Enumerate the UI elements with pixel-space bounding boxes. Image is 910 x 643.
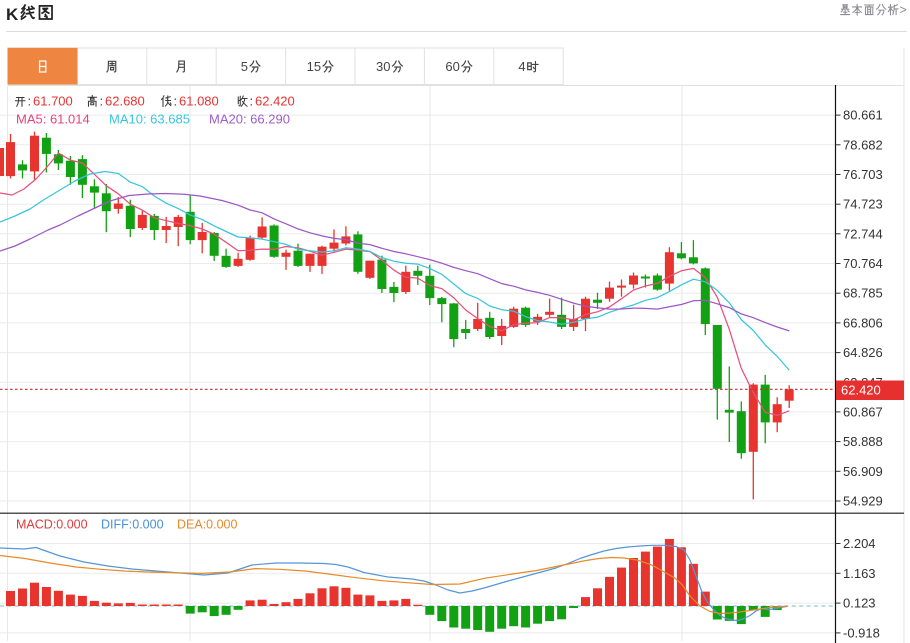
svg-text:60.867: 60.867 (843, 404, 883, 419)
svg-text:MA20: 66.290: MA20: 66.290 (209, 112, 290, 127)
svg-text:72.744: 72.744 (843, 226, 883, 241)
svg-text:66.806: 66.806 (843, 315, 883, 330)
svg-text:-0.918: -0.918 (843, 625, 880, 640)
svg-text:0.123: 0.123 (843, 596, 876, 611)
svg-text:2.204: 2.204 (843, 536, 876, 551)
svg-text:61.080: 61.080 (179, 94, 219, 109)
svg-text:54.929: 54.929 (843, 494, 883, 509)
svg-text:68.785: 68.785 (843, 286, 883, 301)
svg-text::: : (174, 94, 178, 109)
svg-text:76.703: 76.703 (843, 167, 883, 182)
svg-text:80.661: 80.661 (843, 108, 883, 123)
svg-text:1.163: 1.163 (843, 566, 876, 581)
svg-text:61.700: 61.700 (33, 94, 73, 109)
svg-text:MA10: 63.685: MA10: 63.685 (109, 112, 190, 127)
svg-text:64.826: 64.826 (843, 345, 883, 360)
svg-text:>: > (900, 3, 907, 17)
svg-text:30: 30 (376, 59, 390, 74)
svg-text:MA5: 61.014: MA5: 61.014 (16, 112, 90, 127)
svg-text:4: 4 (518, 59, 525, 74)
svg-text::: : (100, 94, 104, 109)
svg-text::: : (250, 94, 254, 109)
svg-text:62.680: 62.680 (105, 94, 145, 109)
svg-text:DIFF:0.000: DIFF:0.000 (101, 518, 164, 532)
svg-text:K: K (6, 5, 19, 24)
svg-text:78.682: 78.682 (843, 137, 883, 152)
svg-text:74.723: 74.723 (843, 197, 883, 212)
svg-text:62.420: 62.420 (841, 383, 881, 398)
svg-text:DEA:0.000: DEA:0.000 (177, 518, 238, 532)
svg-text:56.909: 56.909 (843, 464, 883, 479)
svg-text:70.764: 70.764 (843, 256, 883, 271)
svg-text:58.888: 58.888 (843, 434, 883, 449)
svg-text:5: 5 (241, 59, 248, 74)
svg-text::: : (28, 94, 32, 109)
svg-text:62.420: 62.420 (255, 94, 295, 109)
svg-text:15: 15 (307, 59, 321, 74)
svg-text:MACD:0.000: MACD:0.000 (16, 518, 88, 532)
svg-text:60: 60 (445, 59, 459, 74)
